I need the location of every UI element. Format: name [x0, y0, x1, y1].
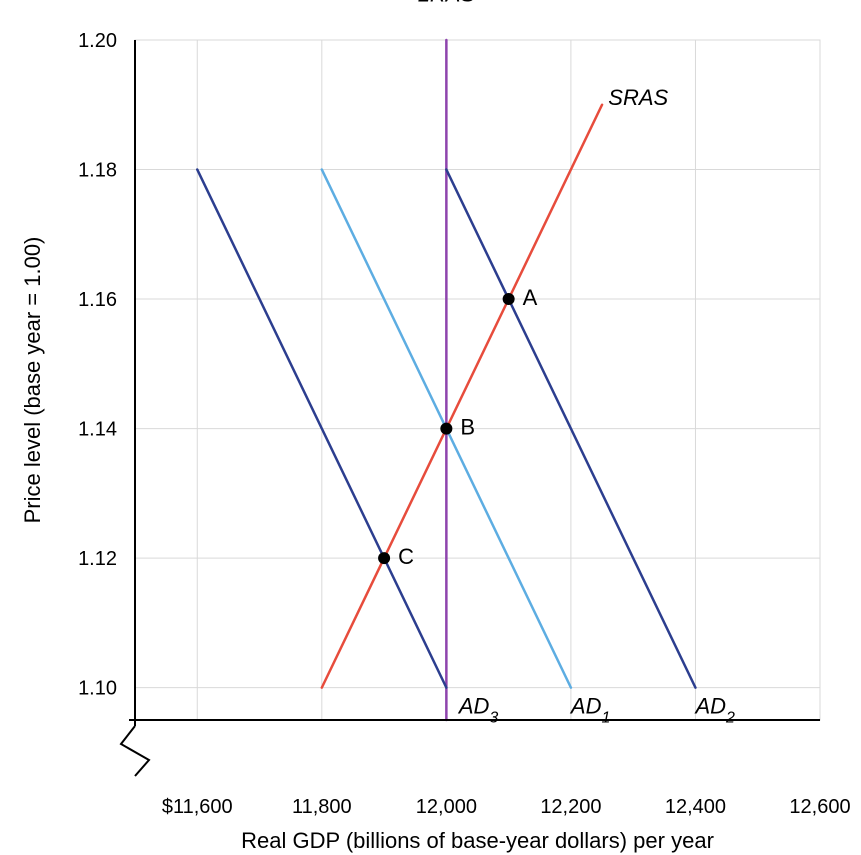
point-label-A: A — [523, 285, 538, 310]
x-tick-label: $11,600 — [162, 796, 233, 818]
y-tick-label: 1.16 — [78, 289, 117, 311]
y-tick-label: 1.10 — [78, 678, 117, 700]
y-tick-label: 1.14 — [78, 419, 117, 441]
x-tick-label: 12,600 — [789, 796, 850, 818]
y-axis-title: Price level (base year = 1.00) — [20, 237, 45, 524]
y-tick-label: 1.20 — [78, 30, 117, 52]
series-label-LRAS: LRAS — [418, 0, 476, 7]
point-B — [440, 423, 452, 435]
point-A — [503, 293, 515, 305]
y-tick-label: 1.18 — [78, 160, 117, 182]
point-label-B: B — [460, 415, 475, 440]
point-label-C: C — [398, 544, 414, 569]
x-tick-label: 11,800 — [292, 796, 352, 818]
series-label-SRAS: SRAS — [608, 85, 668, 110]
x-tick-label: 12,200 — [540, 796, 601, 818]
y-tick-label: 1.12 — [78, 548, 117, 570]
x-tick-label: 12,400 — [665, 796, 726, 818]
x-tick-label: 12,000 — [416, 796, 477, 818]
x-axis-title: Real GDP (billions of base-year dollars)… — [241, 828, 714, 853]
point-C — [378, 552, 390, 564]
chart-bg — [0, 0, 861, 855]
